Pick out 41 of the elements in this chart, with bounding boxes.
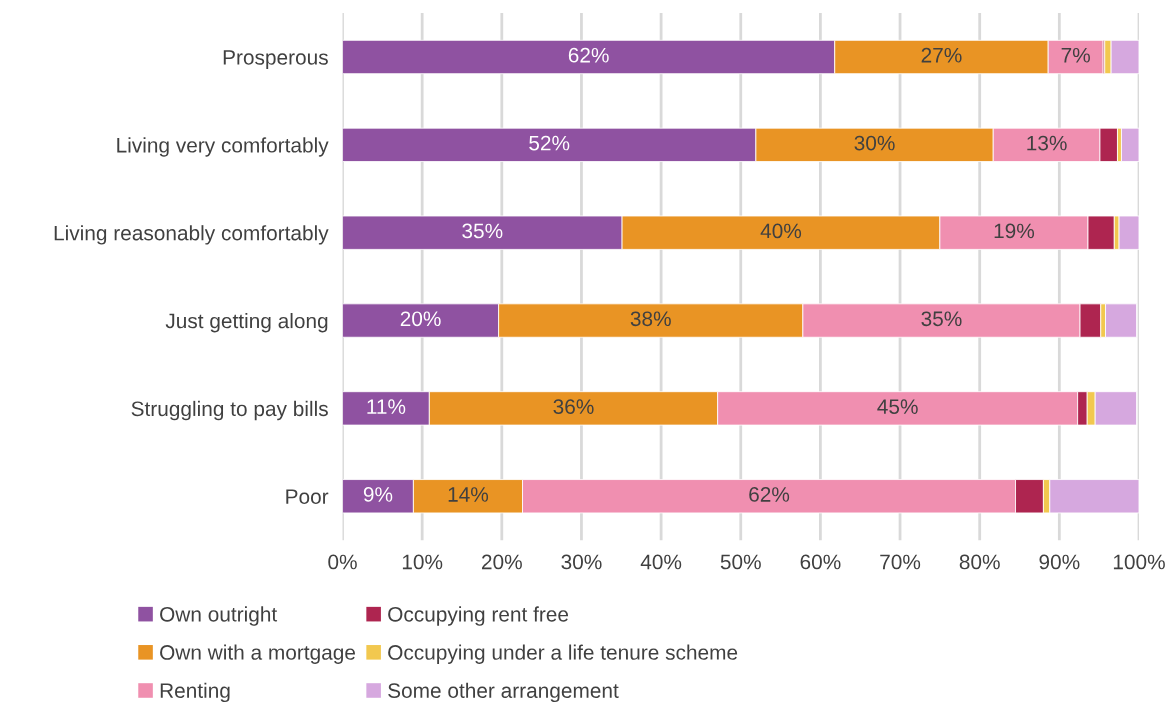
x-tick-label: 30% (561, 554, 602, 570)
data-label: 45% (877, 399, 918, 414)
data-label: 9% (363, 487, 393, 502)
data-label: 40% (760, 223, 802, 239)
data-label: 38% (630, 311, 671, 327)
legend-label: Renting (160, 682, 230, 703)
y-tick-label: Living very comfortably (117, 137, 329, 157)
legend-label: Some other arrangement (388, 682, 619, 703)
data-label: 20% (400, 311, 441, 327)
x-tick-label: 90% (1039, 554, 1080, 570)
legend-label: Occupying rent free (388, 606, 569, 626)
data-label: 36% (553, 399, 594, 414)
x-tick-label: 80% (959, 554, 1000, 570)
data-label: 30% (854, 135, 895, 151)
data-label: 35% (462, 223, 503, 239)
data-label: 11% (367, 399, 406, 414)
data-label: 14% (448, 487, 489, 502)
y-tick-label: Struggling to pay bills (131, 400, 328, 421)
x-tick-label: 60% (800, 554, 841, 570)
data-label: 35% (921, 311, 962, 327)
x-tick-label: 10% (402, 554, 443, 570)
legend-label: Own outright (160, 606, 278, 626)
x-tick-label: 70% (880, 554, 921, 570)
x-tick-label: 40% (640, 554, 682, 570)
x-tick-label: 20% (482, 554, 522, 570)
y-tick-label: Poor (286, 489, 329, 504)
y-tick-label: Prosperous (223, 50, 328, 69)
x-tick-label: 100% (1113, 554, 1165, 570)
data-label: 62% (749, 487, 790, 502)
data-label: 62% (568, 47, 609, 63)
x-tick-label: 0% (328, 554, 357, 570)
legend-label: Occupying under a life tenure scheme (388, 644, 738, 664)
data-label: 13% (1027, 135, 1067, 151)
y-tick-label: Just getting along (165, 313, 328, 333)
legend-label: Own with a mortgage (160, 644, 356, 664)
data-label: 52% (529, 135, 570, 151)
x-tick-label: 50% (720, 554, 761, 570)
data-label: 7% (1061, 47, 1090, 63)
data-label: 19% (994, 223, 1035, 239)
data-label: 27% (921, 47, 962, 63)
y-tick-label: Living reasonably comfortably (54, 225, 329, 245)
